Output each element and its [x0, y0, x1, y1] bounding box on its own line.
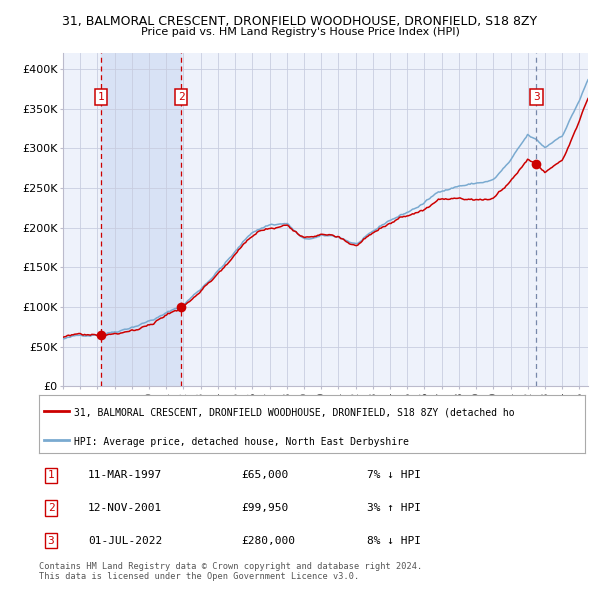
Text: £99,950: £99,950 — [241, 503, 288, 513]
Text: 2: 2 — [47, 503, 55, 513]
Text: 12-NOV-2001: 12-NOV-2001 — [88, 503, 163, 513]
Text: 2: 2 — [178, 92, 185, 101]
Text: 7% ↓ HPI: 7% ↓ HPI — [367, 470, 421, 480]
Text: 3% ↑ HPI: 3% ↑ HPI — [367, 503, 421, 513]
Text: 31, BALMORAL CRESCENT, DRONFIELD WOODHOUSE, DRONFIELD, S18 8ZY: 31, BALMORAL CRESCENT, DRONFIELD WOODHOU… — [62, 15, 538, 28]
Text: 3: 3 — [533, 92, 540, 101]
Text: Price paid vs. HM Land Registry's House Price Index (HPI): Price paid vs. HM Land Registry's House … — [140, 27, 460, 37]
Text: £65,000: £65,000 — [241, 470, 288, 480]
Text: 3: 3 — [47, 536, 55, 546]
Text: 1: 1 — [97, 92, 104, 101]
Text: 1: 1 — [47, 470, 55, 480]
Text: 31, BALMORAL CRESCENT, DRONFIELD WOODHOUSE, DRONFIELD, S18 8ZY (detached ho: 31, BALMORAL CRESCENT, DRONFIELD WOODHOU… — [74, 408, 515, 418]
Text: 01-JUL-2022: 01-JUL-2022 — [88, 536, 163, 546]
Text: Contains HM Land Registry data © Crown copyright and database right 2024.: Contains HM Land Registry data © Crown c… — [39, 562, 422, 571]
Text: This data is licensed under the Open Government Licence v3.0.: This data is licensed under the Open Gov… — [39, 572, 359, 581]
Text: £280,000: £280,000 — [241, 536, 295, 546]
Text: HPI: Average price, detached house, North East Derbyshire: HPI: Average price, detached house, Nort… — [74, 437, 409, 447]
Text: 11-MAR-1997: 11-MAR-1997 — [88, 470, 163, 480]
Text: 8% ↓ HPI: 8% ↓ HPI — [367, 536, 421, 546]
Bar — [101, 53, 181, 386]
